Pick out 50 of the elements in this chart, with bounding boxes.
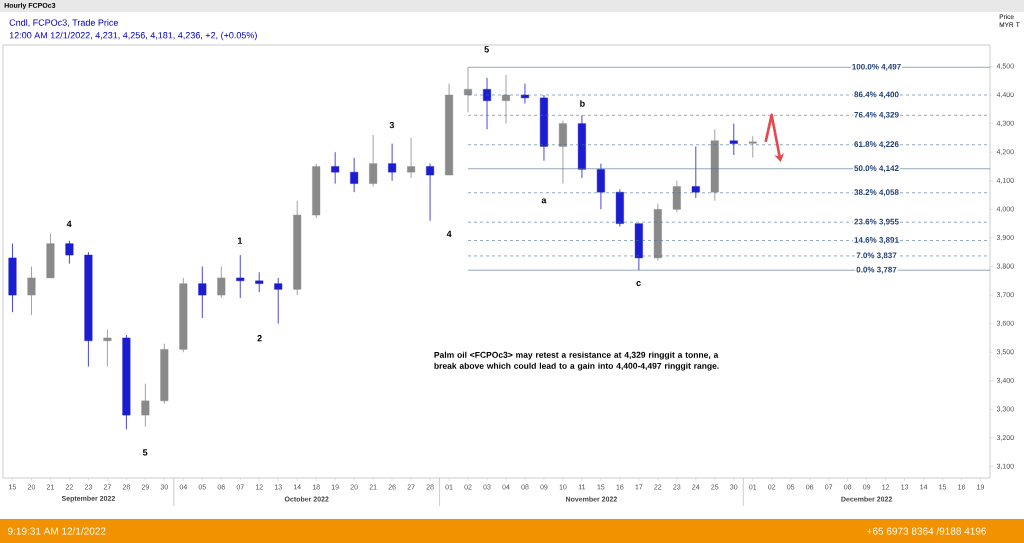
ref-line-label: 14.6% 3,891 — [854, 237, 899, 244]
candlestick — [729, 123, 738, 156]
candlestick — [65, 240, 74, 265]
annotation: 3 — [389, 121, 395, 129]
candlestick — [274, 277, 283, 325]
annotation: 4 — [446, 230, 452, 237]
candlestick — [141, 383, 150, 427]
candlestick — [407, 137, 416, 179]
candlestick — [483, 77, 492, 130]
annotation: 5 — [484, 46, 489, 53]
ref-line-label: 61.8% 4,226 — [854, 141, 899, 149]
annotation: 4 — [66, 220, 72, 227]
candlestick — [464, 66, 473, 113]
ref-line-label: 38.2% 4,058 — [854, 189, 899, 197]
candlestick — [520, 83, 529, 104]
candlestick — [388, 143, 397, 182]
annotation: 1 — [237, 237, 243, 244]
candlestick — [27, 266, 36, 316]
candlestick — [350, 157, 359, 193]
chart-subtitle: Cndl, FCPOc3, Trade Price — [9, 19, 118, 27]
annotation: a — [541, 198, 547, 204]
candlestick — [198, 266, 207, 319]
text: 9:19:31 AM 12/1/2022 — [8, 527, 106, 535]
text: 12:00 AM 12/1/2022, 4,231, 4,256, 4,181, 4,236, +2, (+0.05%) — [9, 31, 257, 41]
ref-line-label: 86.4% 4,400 — [854, 91, 899, 99]
ref-line-label: 23.6% 3,955 — [854, 218, 899, 226]
candlestick — [426, 163, 435, 222]
text: +65 6973 8364 /9188 4196 — [867, 527, 987, 535]
candlestick — [369, 134, 378, 187]
annotation: c — [636, 281, 641, 287]
ref-line-label: 7.0% 3,837 — [856, 252, 897, 260]
candlestick — [558, 120, 567, 185]
candlestick — [255, 271, 264, 293]
candlestick — [331, 151, 340, 185]
ref-line-label: 100.0% 4,497 — [852, 63, 901, 71]
ref-line-label: 50.0% 4,142 — [854, 165, 899, 173]
candlestick — [236, 254, 245, 299]
candlestick — [691, 146, 700, 199]
ref-line-label: 0.0% 3,787 — [856, 266, 897, 274]
annotation: Palm oil <FCPOc3> may retest a resistance at 4,329 ringgit a tonne, a break above which could lead to a gain into 4,400-4,497 ringgit range. — [434, 351, 719, 371]
candlestick — [596, 163, 605, 210]
annotation: 5 — [142, 449, 148, 456]
ref-line-label: 76.4% 4,329 — [854, 111, 899, 119]
candlestick — [103, 328, 112, 367]
candlestick — [748, 135, 757, 158]
candlestick — [672, 180, 681, 213]
candlestick — [217, 266, 226, 299]
annotation: b — [580, 100, 585, 107]
annotation: 2 — [257, 334, 262, 342]
candlestick — [502, 74, 510, 124]
